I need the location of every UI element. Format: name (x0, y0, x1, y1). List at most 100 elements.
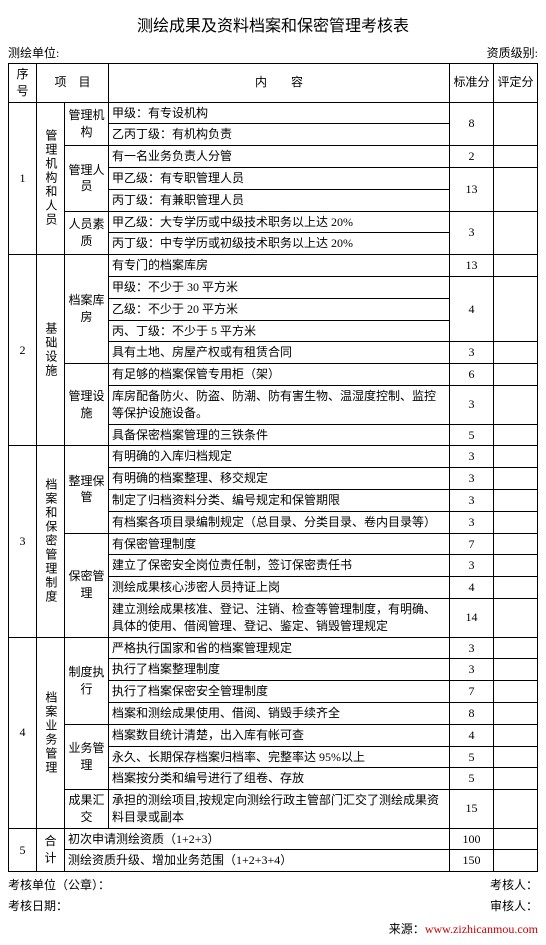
reviewer-label: 审核人： (490, 897, 538, 914)
std-cell: 8 (450, 102, 494, 146)
totals-text: 初次申请测绘资质（1+2+3） (65, 828, 450, 850)
eval-cell (494, 211, 538, 255)
eval-cell (494, 276, 538, 341)
content-cell: 有保密管理制度 (109, 533, 450, 555)
std-cell: 7 (450, 533, 494, 555)
std-cell: 4 (450, 724, 494, 746)
std-cell: 3 (450, 637, 494, 659)
content-cell: 丙丁级：有兼职管理人员 (109, 189, 450, 211)
eval-cell (494, 167, 538, 211)
content-cell: 有足够的档案保管专用柜（架） (109, 364, 450, 386)
footer-row-1: 考核单位（公章）： 考核人： (8, 876, 538, 893)
group-sub: 业务管理 (65, 724, 109, 789)
content-cell: 有档案各项目录编制规定（总目录、分类目录、卷内目录等） (109, 511, 450, 533)
std-cell: 3 (450, 489, 494, 511)
content-cell: 有一名业务负责人分管 (109, 146, 450, 168)
std-cell: 3 (450, 342, 494, 364)
section-seq: 2 (9, 255, 37, 446)
content-cell: 承担的测绘项目,按规定向测绘行政主管部门汇交了测绘成果资料目录或副本 (109, 790, 450, 829)
eval-cell (494, 255, 538, 277)
content-cell: 有明确的档案整理、移交规定 (109, 468, 450, 490)
content-cell: 甲乙级：有专职管理人员 (109, 167, 450, 189)
eval-cell (494, 637, 538, 659)
content-cell: 永久、长期保存档案归档率、完整率达 95%以上 (109, 746, 450, 768)
eval-cell (494, 555, 538, 577)
group-sub: 档案库房 (65, 255, 109, 364)
eval-cell (494, 446, 538, 468)
col-eval: 评定分 (494, 64, 538, 103)
content-cell: 档案数目统计清楚，出入库有帐可查 (109, 724, 450, 746)
content-cell: 丙、丁级：不少于 5 平方米 (109, 320, 450, 342)
content-cell: 甲级：有专设机构 (109, 102, 450, 124)
eval-cell (494, 724, 538, 746)
section-seq: 1 (9, 102, 37, 255)
std-cell: 3 (450, 468, 494, 490)
group-sub: 保密管理 (65, 533, 109, 637)
page-title: 测绘成果及资料档案和保密管理考核表 (8, 12, 538, 36)
std-cell: 13 (450, 255, 494, 277)
totals-eval (494, 828, 538, 850)
eval-cell (494, 146, 538, 168)
content-cell: 有专门的档案库房 (109, 255, 450, 277)
std-cell: 15 (450, 790, 494, 829)
std-cell: 8 (450, 702, 494, 724)
section-cat: 档案业务管理 (37, 637, 65, 828)
group-sub: 管理设施 (65, 364, 109, 446)
std-cell: 13 (450, 167, 494, 211)
eval-cell (494, 598, 538, 637)
content-cell: 建立测绘成果核准、登记、注销、检查等管理制度，有明确、具体的使用、借阅管理、登记… (109, 598, 450, 637)
col-seq: 序号 (9, 64, 37, 103)
assessment-table: 序号项 目内 容标准分评定分1管理机构和人员管理机构甲级：有专设机构8乙丙丁级：… (8, 63, 538, 872)
std-cell: 3 (450, 446, 494, 468)
col-content: 内 容 (109, 64, 450, 103)
unit-label: 测绘单位: (8, 44, 59, 61)
eval-cell (494, 659, 538, 681)
content-cell: 甲乙级：大专学历或中级技术职务以上达 20% (109, 211, 450, 233)
col-item: 项 目 (37, 64, 109, 103)
eval-cell (494, 342, 538, 364)
eval-cell (494, 511, 538, 533)
group-sub: 制度执行 (65, 637, 109, 724)
std-cell: 3 (450, 659, 494, 681)
audit-unit-label: 考核单位（公章）： (8, 876, 110, 893)
std-cell: 4 (450, 276, 494, 341)
content-cell: 丙丁级：中专学历或初级技术职务以上达 20% (109, 233, 450, 255)
totals-std: 100 (450, 828, 494, 850)
eval-cell (494, 489, 538, 511)
eval-cell (494, 385, 538, 424)
content-cell: 建立了保密安全岗位责任制，签订保密责任书 (109, 555, 450, 577)
content-cell: 档案按分类和编号进行了组卷、存放 (109, 768, 450, 790)
std-cell: 14 (450, 598, 494, 637)
content-cell: 具备保密档案管理的三铁条件 (109, 424, 450, 446)
eval-cell (494, 364, 538, 386)
section-cat: 基础设施 (37, 255, 65, 446)
footer-row-2: 考核日期： 审核人： (8, 897, 538, 914)
eval-cell (494, 702, 538, 724)
content-cell: 乙级：不少于 20 平方米 (109, 298, 450, 320)
section-cat: 档案和保密管理制度 (37, 446, 65, 637)
std-cell: 3 (450, 555, 494, 577)
content-cell: 有明确的入库归档规定 (109, 446, 450, 468)
eval-cell (494, 681, 538, 703)
totals-label: 合计 (37, 828, 65, 872)
totals-text: 测绘资质升级、增加业务范围（1+2+3+4） (65, 850, 450, 872)
eval-cell (494, 102, 538, 146)
source-line: 来源：www.zizhicanmou.com (8, 920, 538, 937)
source-label: 来源： (389, 922, 425, 936)
totals-eval (494, 850, 538, 872)
content-cell: 严格执行国家和省的档案管理规定 (109, 637, 450, 659)
group-sub: 管理机构 (65, 102, 109, 146)
content-cell: 执行了档案整理制度 (109, 659, 450, 681)
eval-cell (494, 577, 538, 599)
col-std: 标准分 (450, 64, 494, 103)
source-url: www.zizhicanmou.com (425, 922, 538, 936)
section-seq: 4 (9, 637, 37, 828)
std-cell: 4 (450, 577, 494, 599)
content-cell: 乙丙丁级：有机构负责 (109, 124, 450, 146)
content-cell: 库房配备防火、防盗、防潮、防有害生物、温湿度控制、监控等保护设施设备。 (109, 385, 450, 424)
std-cell: 2 (450, 146, 494, 168)
audit-date-label: 考核日期： (8, 897, 68, 914)
content-cell: 档案和测绘成果使用、借阅、销毁手续齐全 (109, 702, 450, 724)
eval-cell (494, 790, 538, 829)
grade-label: 资质级别: (487, 44, 538, 61)
